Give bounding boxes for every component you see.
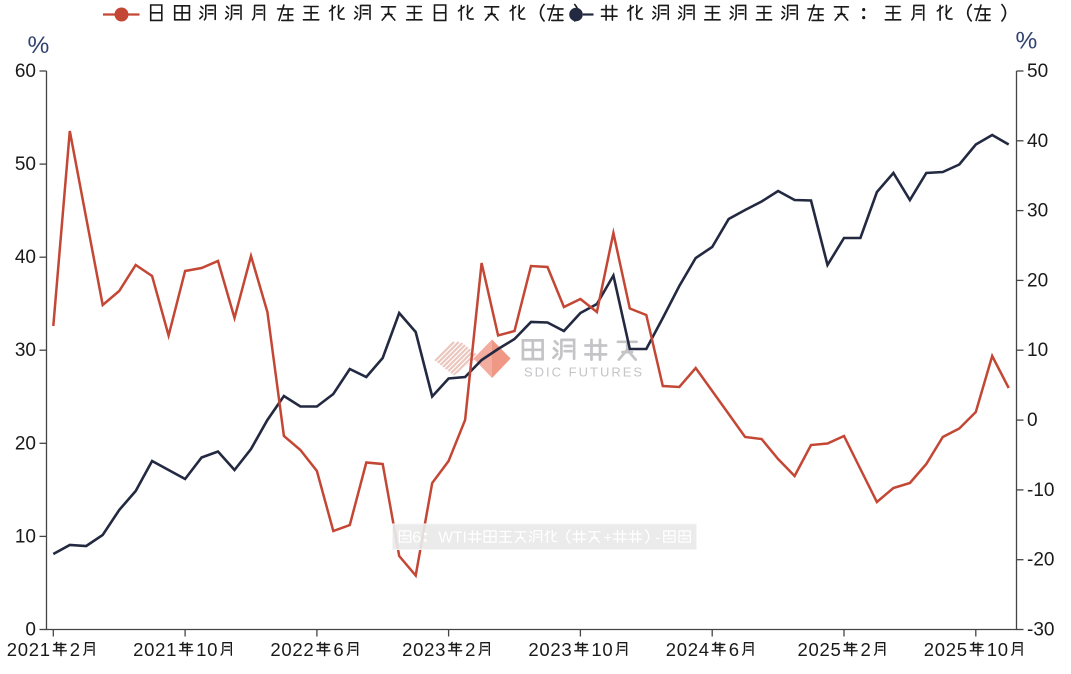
svg-text:50: 50: [15, 154, 36, 175]
svg-text:6: 6: [412, 530, 421, 547]
svg-text:0: 0: [998, 639, 1008, 660]
svg-text:2: 2: [465, 639, 475, 660]
svg-text:60: 60: [15, 61, 36, 82]
svg-text:2: 2: [666, 639, 676, 660]
svg-text:5: 5: [831, 639, 841, 660]
svg-text:0: 0: [602, 639, 612, 660]
svg-text:SDIC FUTURES: SDIC FUTURES: [524, 365, 644, 380]
svg-text:2: 2: [133, 639, 143, 660]
svg-text:2: 2: [424, 639, 434, 660]
svg-text:2: 2: [303, 639, 313, 660]
svg-text:3: 3: [561, 639, 571, 660]
svg-text:10: 10: [1027, 340, 1048, 361]
svg-text:0: 0: [677, 639, 687, 660]
svg-text:2: 2: [402, 639, 412, 660]
svg-text:2: 2: [292, 639, 302, 660]
svg-text:0: 0: [25, 620, 36, 641]
svg-text:5: 5: [957, 639, 967, 660]
svg-text:0: 0: [413, 639, 423, 660]
svg-text:2: 2: [7, 639, 17, 660]
svg-text:0: 0: [809, 639, 819, 660]
svg-text:20: 20: [15, 433, 36, 454]
svg-text:0: 0: [281, 639, 291, 660]
svg-text:0: 0: [935, 639, 945, 660]
svg-text:4: 4: [699, 639, 709, 660]
svg-text:0: 0: [18, 639, 28, 660]
svg-text:6: 6: [729, 639, 739, 660]
svg-text:6: 6: [333, 639, 343, 660]
svg-text:0: 0: [1027, 410, 1038, 431]
svg-text:-30: -30: [1027, 620, 1054, 641]
svg-text:2: 2: [861, 639, 871, 660]
svg-text:40: 40: [15, 247, 36, 268]
svg-text:2: 2: [270, 639, 280, 660]
svg-text:2: 2: [29, 639, 39, 660]
svg-text:2: 2: [70, 639, 80, 660]
svg-text:2: 2: [528, 639, 538, 660]
svg-text:+: +: [604, 530, 613, 547]
svg-text:-: -: [655, 530, 660, 547]
svg-text:10: 10: [15, 526, 36, 547]
svg-text:%: %: [28, 32, 50, 59]
svg-text:-10: -10: [1027, 480, 1054, 501]
svg-text:0: 0: [207, 639, 217, 660]
svg-text:-20: -20: [1027, 550, 1054, 571]
svg-text:2: 2: [798, 639, 808, 660]
svg-text:2: 2: [946, 639, 956, 660]
svg-text:0: 0: [539, 639, 549, 660]
svg-text:30: 30: [1027, 201, 1048, 222]
svg-text:50: 50: [1027, 61, 1048, 82]
svg-text:1: 1: [166, 639, 176, 660]
svg-text:2: 2: [688, 639, 698, 660]
svg-text:3: 3: [435, 639, 445, 660]
svg-text:40: 40: [1027, 131, 1048, 152]
svg-text:2: 2: [550, 639, 560, 660]
svg-text:2: 2: [924, 639, 934, 660]
svg-text:1: 1: [987, 639, 997, 660]
svg-text:WTI: WTI: [438, 530, 466, 547]
svg-text:1: 1: [591, 639, 601, 660]
svg-text:1: 1: [40, 639, 50, 660]
svg-text:20: 20: [1027, 270, 1048, 291]
svg-text:2: 2: [155, 639, 165, 660]
svg-text:0: 0: [144, 639, 154, 660]
svg-text:30: 30: [15, 340, 36, 361]
svg-text:1: 1: [196, 639, 206, 660]
svg-text:%: %: [1016, 28, 1038, 55]
svg-text:2: 2: [820, 639, 830, 660]
